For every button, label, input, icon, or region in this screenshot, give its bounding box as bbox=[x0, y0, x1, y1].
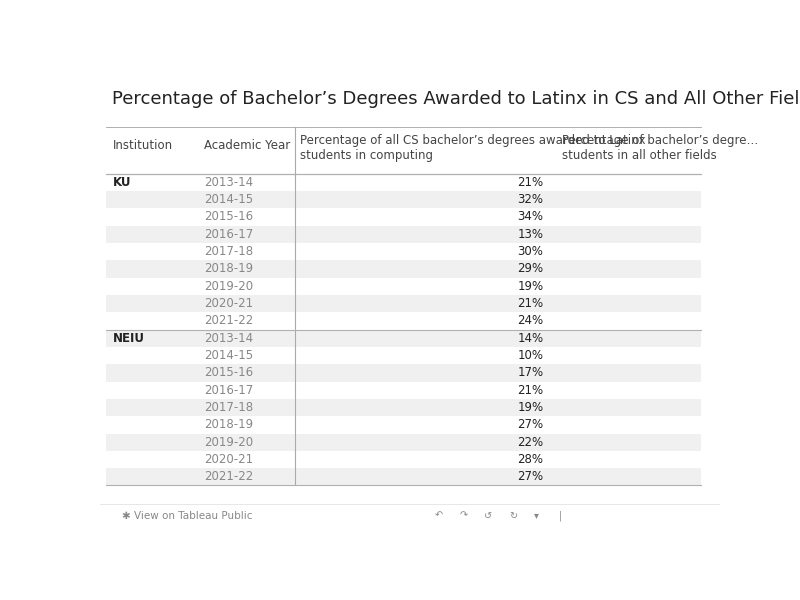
Bar bbox=[106, 226, 702, 243]
Text: 13%: 13% bbox=[518, 228, 543, 241]
Text: ↻: ↻ bbox=[510, 511, 518, 521]
Text: 27%: 27% bbox=[517, 470, 543, 484]
Text: 28%: 28% bbox=[518, 453, 543, 466]
Text: Percentage of bachelor’s degre…
students in all other fields: Percentage of bachelor’s degre… students… bbox=[562, 134, 758, 162]
Bar bbox=[106, 416, 702, 434]
Bar bbox=[106, 468, 702, 485]
Text: 19%: 19% bbox=[517, 280, 543, 293]
Bar bbox=[106, 243, 702, 260]
Text: ✱ View on Tableau Public: ✱ View on Tableau Public bbox=[122, 511, 252, 521]
Text: NEIU: NEIU bbox=[112, 332, 145, 345]
Text: 2017-18: 2017-18 bbox=[204, 401, 254, 414]
Text: 2015-16: 2015-16 bbox=[204, 211, 254, 223]
Text: 2016-17: 2016-17 bbox=[204, 384, 254, 397]
Text: 14%: 14% bbox=[517, 332, 543, 345]
Bar bbox=[106, 208, 702, 226]
Text: 30%: 30% bbox=[518, 245, 543, 258]
Text: 2019-20: 2019-20 bbox=[204, 280, 254, 293]
Bar bbox=[106, 278, 702, 295]
Text: KU: KU bbox=[112, 176, 131, 189]
Text: 2015-16: 2015-16 bbox=[204, 367, 254, 379]
Text: 2021-22: 2021-22 bbox=[204, 314, 254, 328]
Bar bbox=[106, 434, 702, 451]
Bar bbox=[106, 312, 702, 329]
Text: 24%: 24% bbox=[517, 314, 543, 328]
Bar bbox=[106, 382, 702, 399]
Text: |: | bbox=[559, 510, 562, 521]
Bar bbox=[106, 295, 702, 312]
Text: ↶: ↶ bbox=[435, 511, 443, 521]
Bar bbox=[106, 173, 702, 191]
Text: ▾: ▾ bbox=[534, 511, 539, 521]
Text: 2020-21: 2020-21 bbox=[204, 453, 254, 466]
Bar bbox=[106, 451, 702, 468]
Text: Institution: Institution bbox=[112, 139, 173, 152]
Text: 21%: 21% bbox=[517, 384, 543, 397]
Text: Percentage of all CS bachelor’s degrees awarded to Latinx
students in computing: Percentage of all CS bachelor’s degrees … bbox=[300, 134, 646, 162]
Text: 2018-19: 2018-19 bbox=[204, 262, 254, 275]
Text: ↷: ↷ bbox=[459, 511, 468, 521]
Text: 2014-15: 2014-15 bbox=[204, 349, 254, 362]
Text: 2017-18: 2017-18 bbox=[204, 245, 254, 258]
Text: 32%: 32% bbox=[518, 193, 543, 206]
Bar bbox=[106, 364, 702, 382]
Text: ↺: ↺ bbox=[485, 511, 493, 521]
Text: 2021-22: 2021-22 bbox=[204, 470, 254, 484]
Text: Percentage of Bachelor’s Degrees Awarded to Latinx in CS and All Other Fields: Percentage of Bachelor’s Degrees Awarded… bbox=[112, 91, 800, 109]
Bar bbox=[106, 191, 702, 208]
Text: 27%: 27% bbox=[517, 418, 543, 431]
Text: 2020-21: 2020-21 bbox=[204, 297, 254, 310]
Text: 21%: 21% bbox=[517, 176, 543, 189]
Text: 2018-19: 2018-19 bbox=[204, 418, 254, 431]
Bar bbox=[106, 329, 702, 347]
Text: 2019-20: 2019-20 bbox=[204, 436, 254, 449]
Text: 17%: 17% bbox=[517, 367, 543, 379]
Text: 2016-17: 2016-17 bbox=[204, 228, 254, 241]
Bar bbox=[106, 347, 702, 364]
Text: 22%: 22% bbox=[517, 436, 543, 449]
Text: 19%: 19% bbox=[517, 401, 543, 414]
Bar bbox=[106, 399, 702, 416]
Text: 34%: 34% bbox=[518, 211, 543, 223]
Text: 2014-15: 2014-15 bbox=[204, 193, 254, 206]
Text: 29%: 29% bbox=[517, 262, 543, 275]
Text: 21%: 21% bbox=[517, 297, 543, 310]
Text: 2013-14: 2013-14 bbox=[204, 332, 254, 345]
Text: 10%: 10% bbox=[518, 349, 543, 362]
Bar bbox=[106, 260, 702, 278]
Text: 2013-14: 2013-14 bbox=[204, 176, 254, 189]
Text: Academic Year: Academic Year bbox=[204, 139, 290, 152]
